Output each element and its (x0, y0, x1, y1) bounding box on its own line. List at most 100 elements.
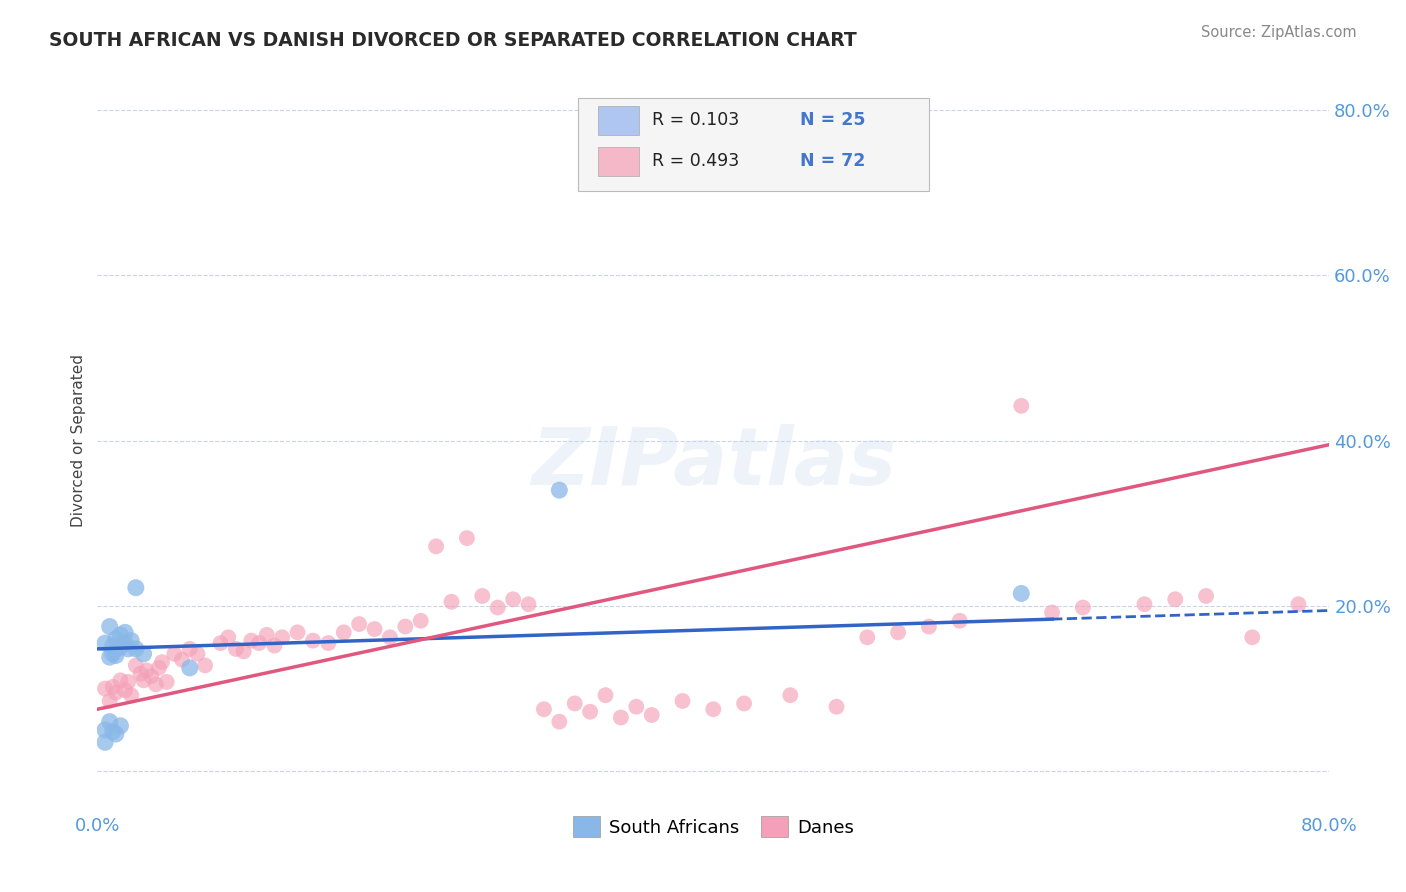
Point (240, 633, 263, 648)
Point (94, 723, 117, 737)
Point (378, 630, 401, 644)
Point (98, 694, 121, 708)
Point (232, 644, 254, 658)
Point (425, 540, 447, 554)
Point (117, 675, 139, 690)
Point (502, 592, 524, 607)
Point (98, 650, 121, 665)
Point (101, 680, 124, 694)
Point (94, 636, 117, 650)
Text: SOUTH AFRICAN VS DANISH DIVORCED OR SEPARATED CORRELATION CHART: SOUTH AFRICAN VS DANISH DIVORCED OR SEPA… (49, 31, 858, 50)
Point (626, 699, 648, 714)
Point (949, 614, 972, 628)
Text: N = 25: N = 25 (800, 111, 865, 128)
Point (1241, 630, 1264, 644)
Point (114, 683, 136, 698)
Point (887, 625, 910, 640)
Point (1164, 592, 1187, 607)
Point (150, 655, 173, 669)
Point (156, 675, 179, 690)
Point (263, 639, 285, 653)
Point (104, 648, 127, 663)
Point (440, 595, 463, 609)
Point (486, 600, 509, 615)
Point (318, 636, 340, 650)
Point (98, 714, 121, 729)
Point (702, 702, 724, 716)
Legend: South Africans, Danes: South Africans, Danes (565, 809, 860, 845)
Point (120, 633, 142, 648)
Point (733, 697, 755, 711)
Point (287, 625, 309, 640)
Point (120, 688, 142, 702)
Point (114, 636, 136, 650)
Point (110, 719, 132, 733)
Point (363, 622, 385, 636)
Point (209, 636, 232, 650)
Point (641, 708, 664, 723)
Point (517, 597, 540, 611)
Point (94, 681, 117, 696)
Point (347, 617, 370, 632)
Point (256, 628, 278, 642)
Point (132, 647, 155, 661)
Text: R = 0.103: R = 0.103 (652, 111, 740, 128)
Point (110, 628, 132, 642)
Text: N = 72: N = 72 (800, 152, 865, 169)
Point (94, 735, 117, 749)
Point (1133, 597, 1156, 611)
Point (1040, 606, 1063, 620)
Point (332, 625, 354, 640)
Point (456, 531, 478, 545)
Point (548, 714, 571, 729)
Point (101, 724, 124, 739)
Point (135, 664, 157, 678)
Point (533, 702, 555, 716)
Point (271, 630, 294, 644)
Point (163, 647, 186, 661)
Point (117, 641, 139, 656)
Point (101, 647, 124, 661)
Point (247, 636, 270, 650)
Point (141, 669, 163, 683)
Point (217, 630, 239, 644)
FancyBboxPatch shape (598, 147, 640, 176)
Point (110, 640, 132, 655)
Point (610, 710, 633, 724)
Point (1195, 589, 1218, 603)
Point (302, 633, 325, 648)
FancyBboxPatch shape (598, 106, 640, 135)
Point (918, 619, 941, 633)
FancyBboxPatch shape (578, 98, 929, 191)
Point (825, 699, 848, 714)
Point (101, 639, 124, 653)
Point (104, 632, 127, 646)
Point (856, 630, 879, 644)
Point (471, 589, 494, 603)
Point (225, 641, 247, 656)
Point (779, 688, 801, 702)
Point (132, 673, 155, 688)
Point (98, 619, 121, 633)
Point (186, 647, 208, 661)
Point (671, 694, 693, 708)
Point (114, 625, 136, 640)
Point (1010, 399, 1032, 413)
Point (1288, 597, 1310, 611)
Point (194, 658, 217, 673)
Point (595, 688, 617, 702)
Point (145, 677, 167, 691)
Point (179, 661, 201, 675)
Point (129, 666, 152, 681)
Point (579, 705, 602, 719)
Point (125, 658, 148, 673)
Point (409, 614, 432, 628)
Point (125, 581, 148, 595)
Text: R = 0.493: R = 0.493 (652, 152, 740, 169)
Point (104, 727, 127, 741)
Point (1071, 600, 1094, 615)
Y-axis label: Divorced or Separated: Divorced or Separated (72, 354, 86, 527)
Point (170, 652, 193, 666)
Point (179, 641, 201, 656)
Point (394, 619, 416, 633)
